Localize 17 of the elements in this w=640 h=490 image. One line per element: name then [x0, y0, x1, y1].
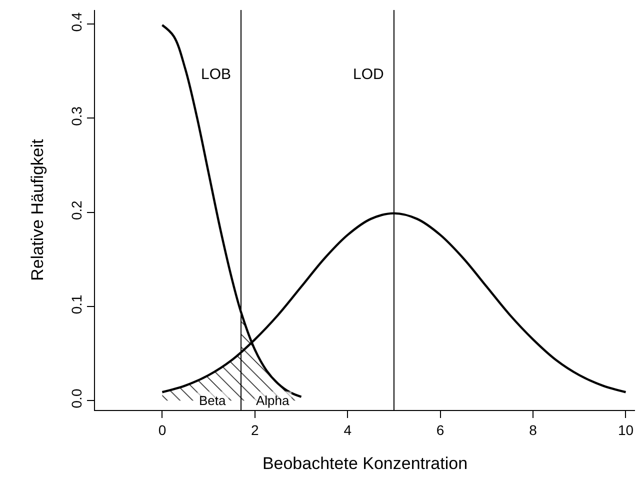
y-tick-label: 0.2	[68, 200, 84, 220]
ref-line-label: LOB	[201, 66, 232, 83]
y-axis-title: Relative Häufigkeit	[28, 138, 47, 281]
x-tick-label: 8	[529, 422, 538, 438]
y-tick-label: 0.1	[68, 294, 84, 314]
x-tick-label: 2	[251, 422, 260, 438]
ref-line-label: LOD	[353, 66, 384, 83]
annotation: Alpha	[256, 393, 290, 408]
x-tick-label: 10	[618, 422, 634, 438]
annotation: Beta	[199, 393, 227, 408]
x-tick-label: 6	[436, 422, 444, 438]
y-tick-label: 0.3	[68, 106, 84, 126]
y-tick-label: 0.4	[68, 12, 84, 32]
x-tick-label: 4	[344, 422, 352, 438]
x-tick-label: 0	[158, 422, 166, 438]
x-axis-title: Beobachtete Konzentration	[262, 454, 468, 474]
y-tick-label: 0.0	[68, 388, 84, 408]
